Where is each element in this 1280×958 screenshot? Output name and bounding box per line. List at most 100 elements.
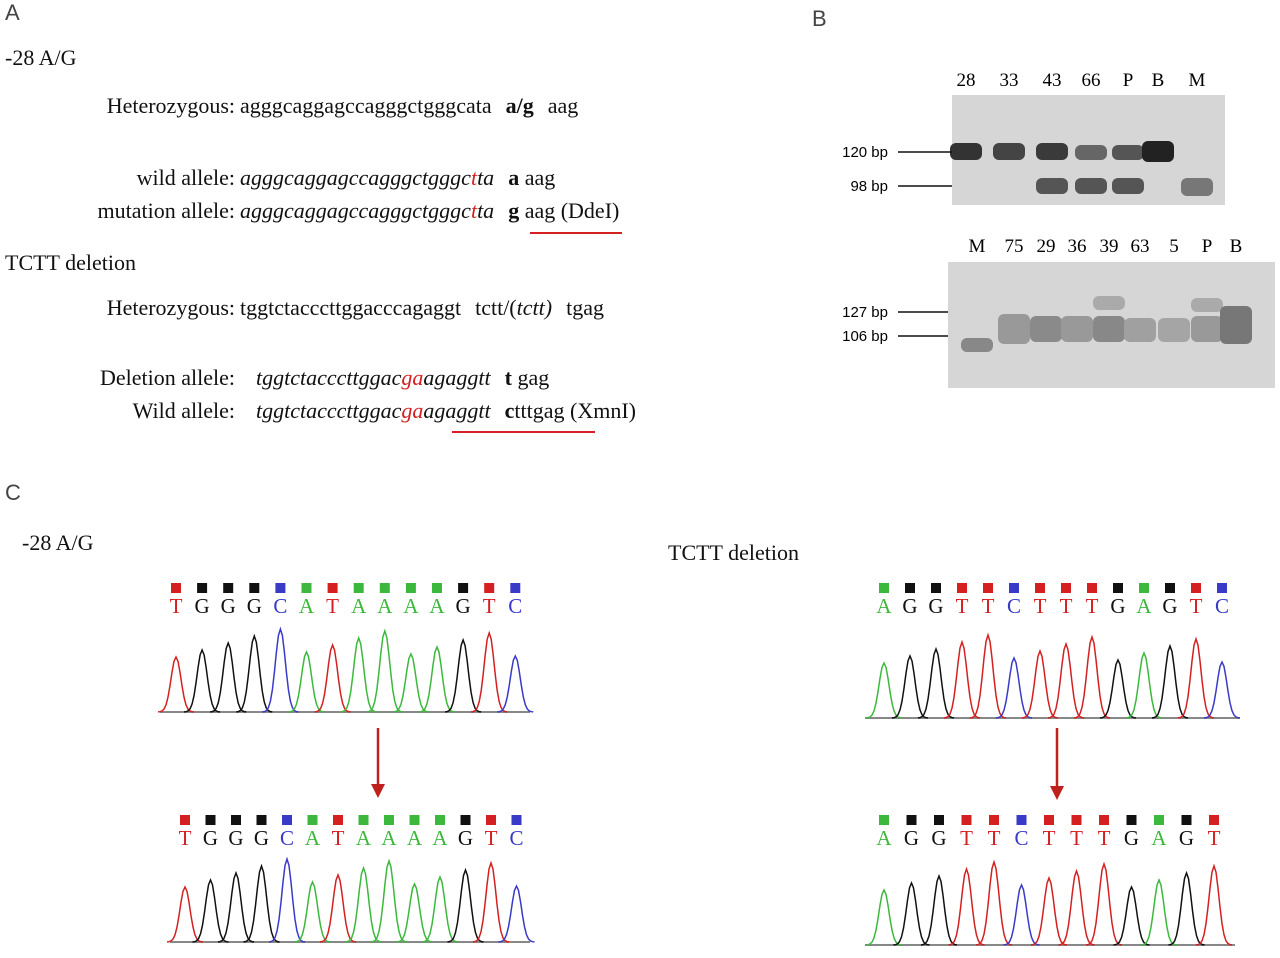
base-quality (1061, 583, 1071, 593)
arrow-head (1050, 786, 1064, 800)
seq-tail: tttgag (XmnI) (514, 398, 636, 423)
base-letter: T (1190, 594, 1203, 618)
gel-band (1112, 145, 1144, 160)
base-quality (905, 583, 915, 593)
gel-band (961, 338, 993, 352)
base-quality (275, 583, 286, 593)
size-marker: 127 bp (842, 304, 888, 321)
trace-peak (1003, 883, 1040, 946)
trace-peak (294, 880, 331, 943)
base-letter: T (179, 826, 192, 850)
base-letter: T (1034, 594, 1047, 618)
base-quality (353, 583, 364, 593)
row-label: wild allele: (136, 165, 235, 190)
gel-band (1075, 145, 1107, 160)
base-letter: A (356, 826, 372, 850)
size-marker: 120 bp (842, 144, 888, 161)
gel-band (1142, 141, 1174, 162)
seq: tggtctacccttggacccagaggt (240, 295, 462, 320)
base-quality (486, 815, 496, 825)
lane-label: 5 (1169, 236, 1179, 257)
trace-peak (340, 635, 377, 713)
trace-peak (1021, 648, 1059, 719)
trace-peak (1073, 634, 1111, 719)
base-quality (1126, 815, 1137, 825)
trace-peak (1058, 868, 1095, 946)
base-letter: T (1098, 826, 1111, 850)
sequence: tggtctacccttggacgaagaggtt ctttgag (XmnI) (256, 398, 636, 424)
trace-peak (1085, 861, 1123, 946)
base-quality (961, 815, 972, 825)
base-quality (384, 815, 394, 825)
trace-peak (370, 858, 408, 943)
row-label: Deletion allele: (100, 365, 235, 390)
base-letter: A (432, 826, 448, 850)
trace-peak (447, 867, 484, 943)
base-letter: G (456, 594, 471, 618)
size-marker: 98 bp (850, 178, 888, 195)
base-letter: T (1208, 826, 1221, 850)
lane-label: 66 (1082, 70, 1101, 91)
base-letter: C (280, 826, 294, 850)
base-letter: C (1215, 594, 1229, 618)
base: a (508, 165, 520, 190)
trace-peak (184, 648, 221, 713)
seq: ta (477, 198, 495, 223)
base-letter: A (407, 826, 423, 850)
base-letter: G (228, 826, 243, 850)
base-quality (249, 583, 260, 593)
base-quality (1087, 583, 1097, 593)
base-letter: C (1014, 826, 1028, 850)
trace-peak (366, 628, 403, 713)
trace-peak (893, 881, 930, 946)
seq: agggcaggagccagggctgggcata (240, 93, 492, 118)
variant: tctt) (516, 295, 553, 320)
base: t (504, 365, 512, 390)
trace-peak (948, 866, 985, 946)
base-quality (1191, 583, 1201, 593)
gel-band (1112, 178, 1144, 194)
seq: agggcaggagccagggctgggc (240, 165, 471, 190)
gel-band (1124, 318, 1156, 342)
trace-peak (472, 860, 510, 943)
sequence: agggcaggagccagggctgggctta g aag (DdeI) (240, 198, 619, 224)
gel-band (1061, 316, 1093, 342)
trace-peak (1047, 641, 1085, 719)
base-letter: T (485, 826, 498, 850)
gel-band (1075, 178, 1107, 194)
trace-peak (166, 885, 204, 943)
gel-band (993, 143, 1025, 160)
base-letter: T (170, 594, 183, 618)
trace-peak (421, 874, 459, 943)
sequence: tggtctacccttggacgaagaggtt t gag (256, 365, 549, 391)
base-letter: G (1110, 594, 1125, 618)
size-marker: 106 bp (842, 328, 888, 345)
base-quality (1035, 583, 1045, 593)
base-quality (256, 815, 267, 825)
base-quality (511, 815, 522, 825)
base-letter: T (1043, 826, 1056, 850)
base-letter: A (351, 594, 367, 618)
lane-label: P (1202, 236, 1213, 257)
gel-band (1191, 298, 1223, 312)
seq: tggtctacccttggac (256, 365, 402, 390)
base-quality (358, 815, 369, 825)
base-quality (282, 815, 292, 825)
lane-label: 33 (1000, 70, 1019, 91)
gel-band (998, 314, 1030, 344)
gel-band (1093, 316, 1125, 342)
base-letter: A (1151, 826, 1167, 850)
gel-band (1093, 296, 1125, 310)
base-letter: A (381, 826, 397, 850)
gel-band (1181, 178, 1213, 196)
trace-peak (917, 646, 955, 719)
base-quality (180, 815, 190, 825)
seq: ta (477, 165, 495, 190)
lane-label: P (1123, 70, 1134, 91)
base-letter: A (299, 594, 315, 618)
trace-peak (192, 878, 229, 943)
seq: agaggtt (423, 365, 491, 390)
base-quality (1113, 583, 1123, 593)
